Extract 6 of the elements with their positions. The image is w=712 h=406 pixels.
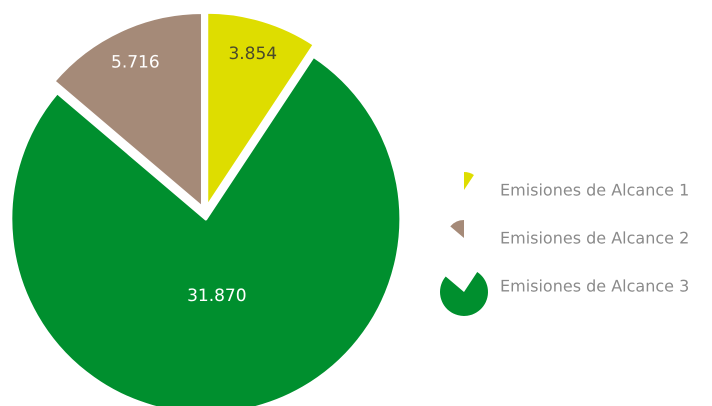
data-label: 3.854 (228, 44, 278, 64)
legend-label: Emisiones de Alcance 1 (500, 180, 690, 200)
legend-label: Emisiones de Alcance 2 (500, 228, 690, 248)
data-label: 5.716 (111, 52, 160, 72)
data-label: 31.870 (187, 286, 247, 306)
slice-label: Emisiones de Alcance 3 (500, 276, 690, 296)
